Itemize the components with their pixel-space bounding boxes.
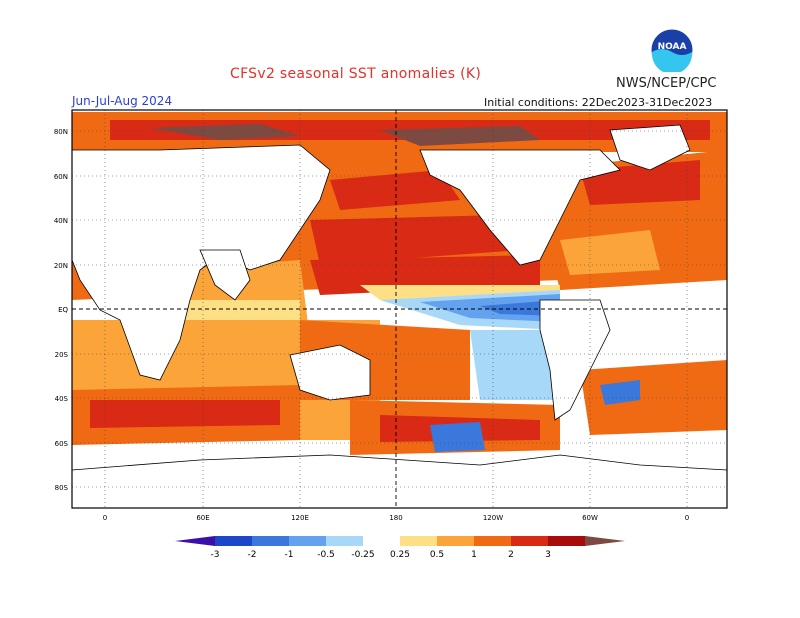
legend-tick-label: -2 xyxy=(248,550,257,560)
legend-tick-label: -1 xyxy=(285,550,294,560)
legend-swatch xyxy=(400,536,437,546)
legend-swatch xyxy=(474,536,511,546)
lon-label: 0 xyxy=(103,514,107,522)
legend-tick-label: -0.25 xyxy=(351,550,374,560)
season-label: Jun-Jul-Aug 2024 xyxy=(72,94,173,108)
lat-label: 60N xyxy=(54,173,68,181)
landmasses xyxy=(72,124,727,508)
lon-label: 60E xyxy=(196,514,209,522)
lat-label: 80S xyxy=(55,484,69,492)
legend-swatch xyxy=(437,536,474,546)
lat-label: 40S xyxy=(55,395,69,403)
legend-swatch xyxy=(215,536,252,546)
lat-label: EQ xyxy=(58,306,68,314)
organization-label: NWS/NCEP/CPC xyxy=(616,76,717,91)
legend-swatch xyxy=(326,536,363,546)
lon-label: 120E xyxy=(291,514,309,522)
legend-tick-label: 1 xyxy=(471,550,477,560)
legend-arrow-high xyxy=(585,536,625,546)
initial-conditions-label: Initial conditions: 22Dec2023-31Dec2023 xyxy=(484,96,713,109)
lat-label: 40N xyxy=(54,217,68,225)
legend-tick-label: -0.5 xyxy=(317,550,335,560)
map-frame xyxy=(71,109,728,509)
lon-label: 60W xyxy=(582,514,598,522)
anomaly-field xyxy=(72,110,727,508)
lon-label: 0 xyxy=(685,514,689,522)
legend-tick-label: 0.25 xyxy=(390,550,410,560)
lat-label: 20N xyxy=(54,262,68,270)
lat-label: 20S xyxy=(55,351,69,359)
noaa-logo: NOAA xyxy=(650,28,694,74)
legend-arrow-low xyxy=(175,536,215,546)
legend-tick-label: 3 xyxy=(545,550,551,560)
legend-tick-label: 2 xyxy=(508,550,514,560)
legend-swatch xyxy=(289,536,326,546)
legend-swatch xyxy=(363,536,400,546)
legend-tick-label: -3 xyxy=(211,550,220,560)
legend-tick-label: 0.5 xyxy=(430,550,444,560)
legend-swatch xyxy=(511,536,548,546)
legend-swatch xyxy=(252,536,289,546)
lon-label: 180 xyxy=(389,514,402,522)
lat-label: 60S xyxy=(55,440,69,448)
color-legend: -3 -2 -1 -0.5 -0.25 0.25 0.5 1 2 3 xyxy=(175,536,625,560)
equator-dateline xyxy=(72,110,727,508)
lat-label: 80N xyxy=(54,128,68,136)
legend-swatch xyxy=(548,536,585,546)
lon-label: 120W xyxy=(483,514,503,522)
logo-text: NOAA xyxy=(658,42,687,52)
chart-title: CFSv2 seasonal SST anomalies (K) xyxy=(230,66,482,82)
